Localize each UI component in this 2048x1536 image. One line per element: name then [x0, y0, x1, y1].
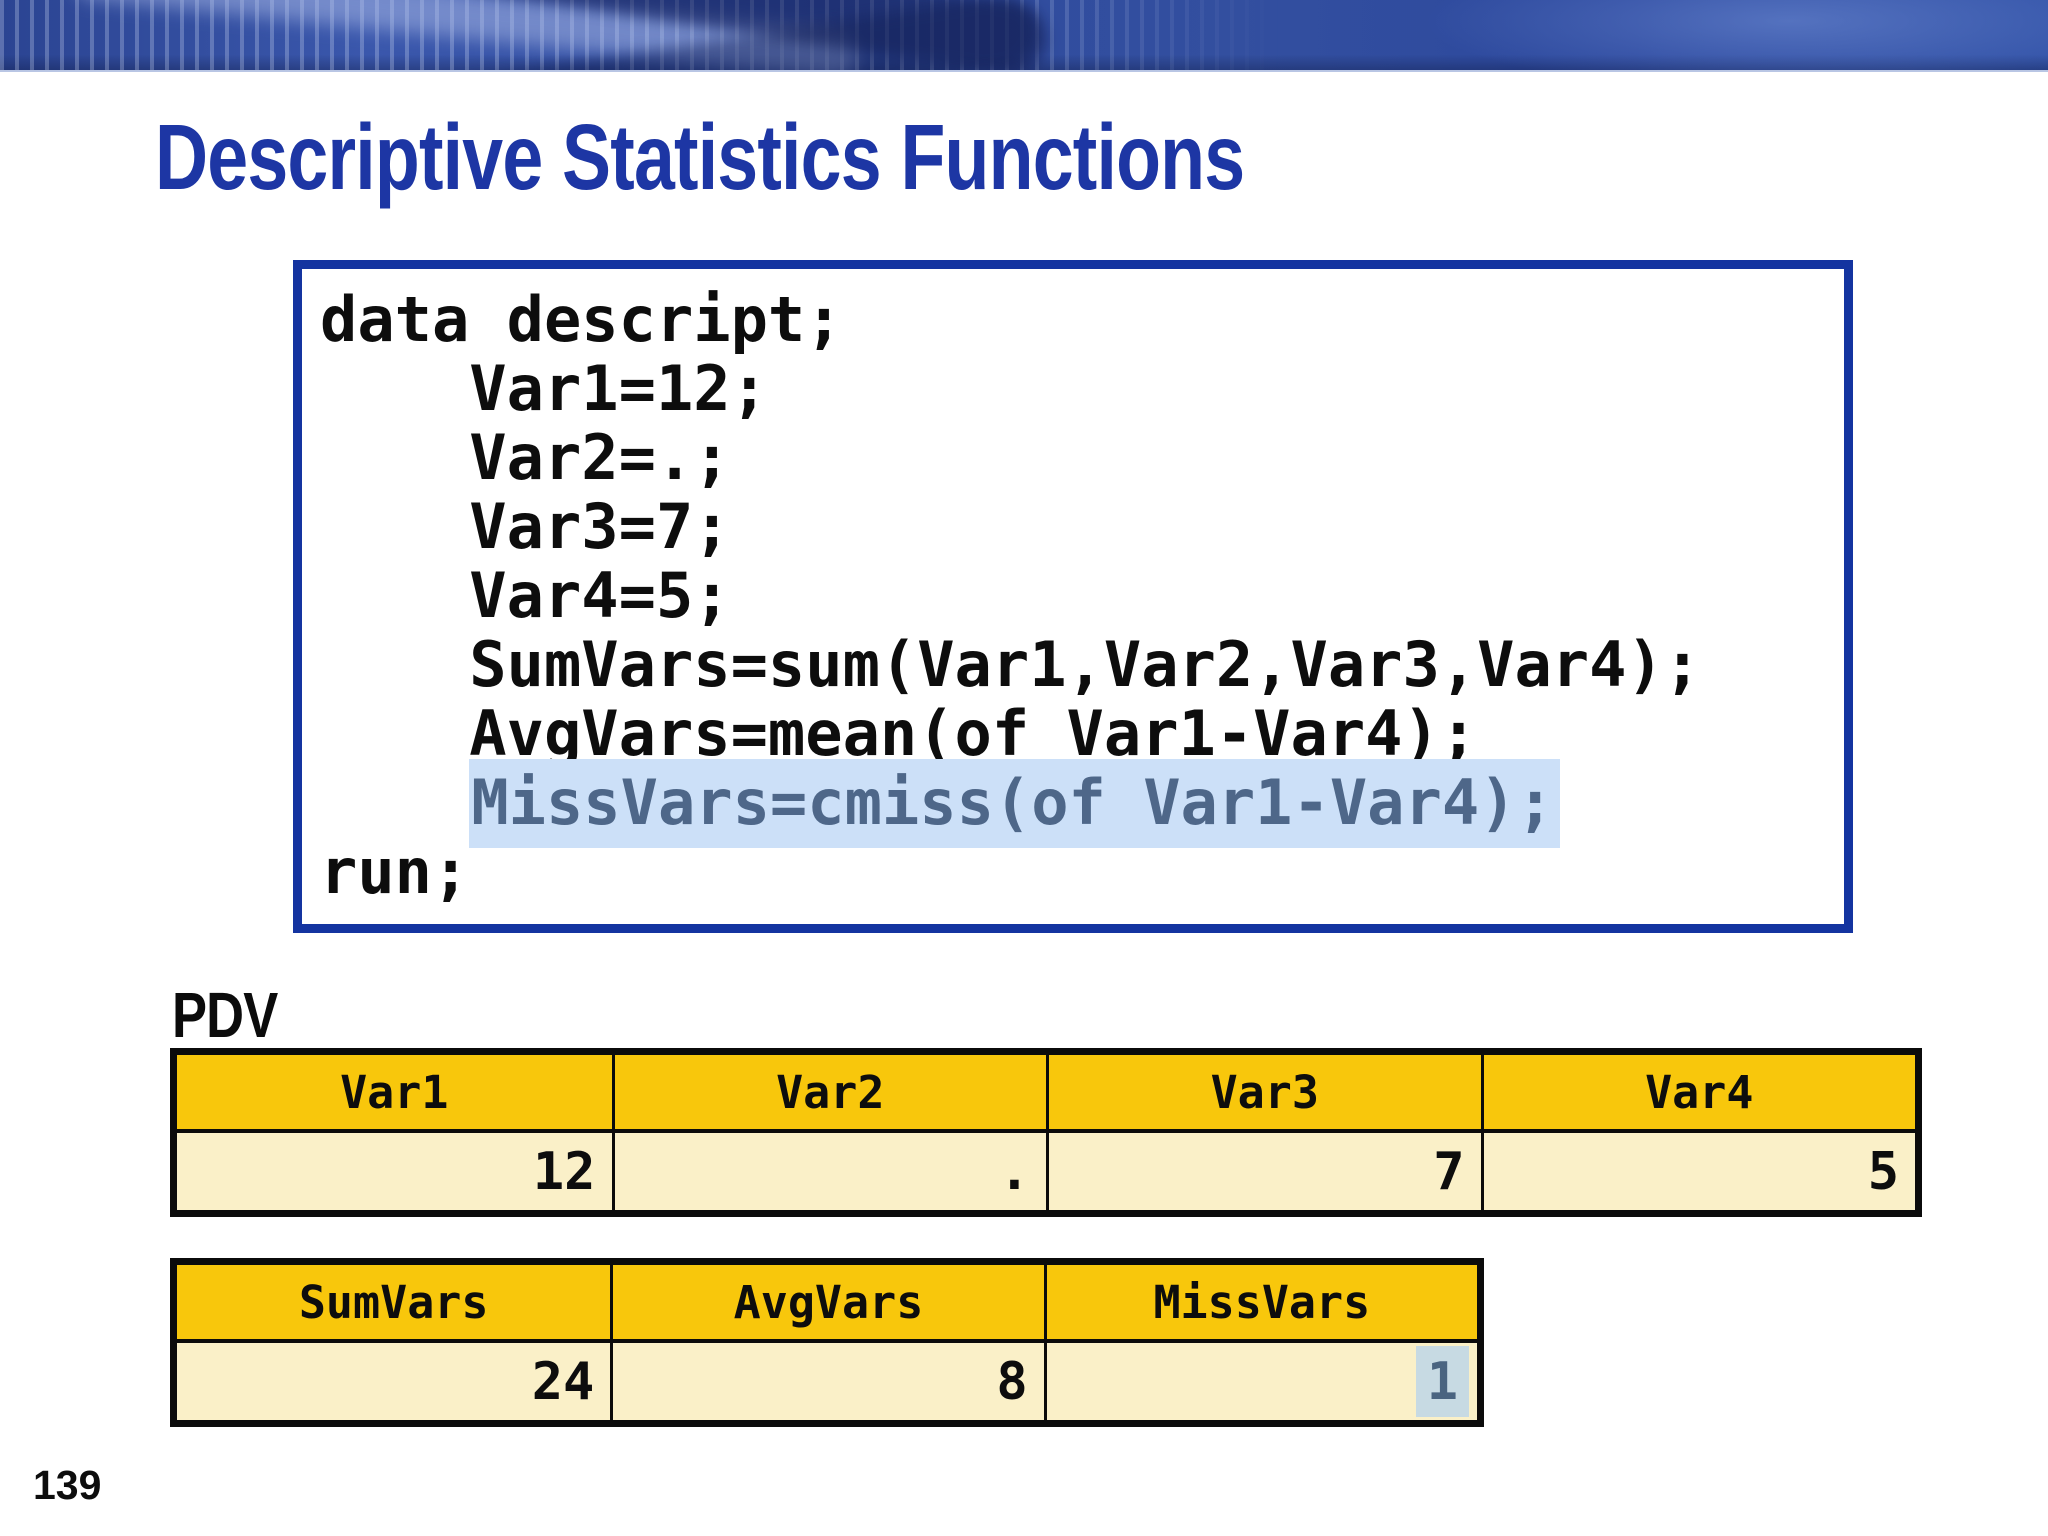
code-line-5: Var4=5;	[320, 559, 731, 632]
code-line-1: data descript;	[320, 283, 843, 356]
code-line-4: Var3=7;	[320, 490, 731, 563]
code-line-8: MissVars=cmiss(of Var1-Var4);	[320, 759, 1844, 848]
table-header-cell-var2: Var2	[611, 1055, 1046, 1133]
table-header-cell-missvars: MissVars	[1043, 1265, 1477, 1343]
table-header-cell-var1: Var1	[177, 1055, 612, 1133]
missvars-highlighted-value: 1	[1415, 1346, 1469, 1417]
code-indent	[320, 766, 469, 839]
code-line-6: SumVars=sum(Var1,Var2,Var3,Var4);	[320, 628, 1702, 701]
table-header-cell-sumvars: SumVars	[177, 1265, 611, 1343]
code-highlighted-statement: MissVars=cmiss(of Var1-Var4);	[469, 759, 1560, 848]
table-header-cell-var3: Var3	[1046, 1055, 1481, 1133]
code-line-9: run;	[320, 835, 470, 908]
table-value-cell-avgvars: 8	[610, 1343, 1044, 1420]
table-value-cell-var2: .	[611, 1133, 1046, 1210]
table-value-cell-var4: 5	[1480, 1133, 1915, 1210]
code-box: data descript; Var1=12; Var2=.; Var3=7; …	[293, 260, 1853, 933]
pdv-variables-table: Var1 Var2 Var3 Var4 12 . 7 5	[170, 1048, 1922, 1217]
table-header-cell-var4: Var4	[1480, 1055, 1915, 1133]
top-banner	[0, 0, 2048, 72]
table-value-cell-missvars: 1	[1043, 1343, 1477, 1420]
table-header-cell-avgvars: AvgVars	[610, 1265, 1044, 1343]
slide-title: Descriptive Statistics Functions	[155, 105, 1245, 209]
code-line-7: AvgVars=mean(of Var1-Var4);	[320, 697, 1478, 770]
code-line-3: Var2=.;	[320, 421, 731, 494]
pdv-label: PDV	[172, 979, 278, 1051]
table-value-cell-var1: 12	[177, 1133, 612, 1210]
page-number: 139	[33, 1462, 102, 1508]
table-value-cell-var3: 7	[1046, 1133, 1481, 1210]
pdv-computed-table: SumVars AvgVars MissVars 24 8 1	[170, 1258, 1484, 1427]
table-value-cell-sumvars: 24	[177, 1343, 611, 1420]
code-line-2: Var1=12;	[320, 352, 768, 425]
